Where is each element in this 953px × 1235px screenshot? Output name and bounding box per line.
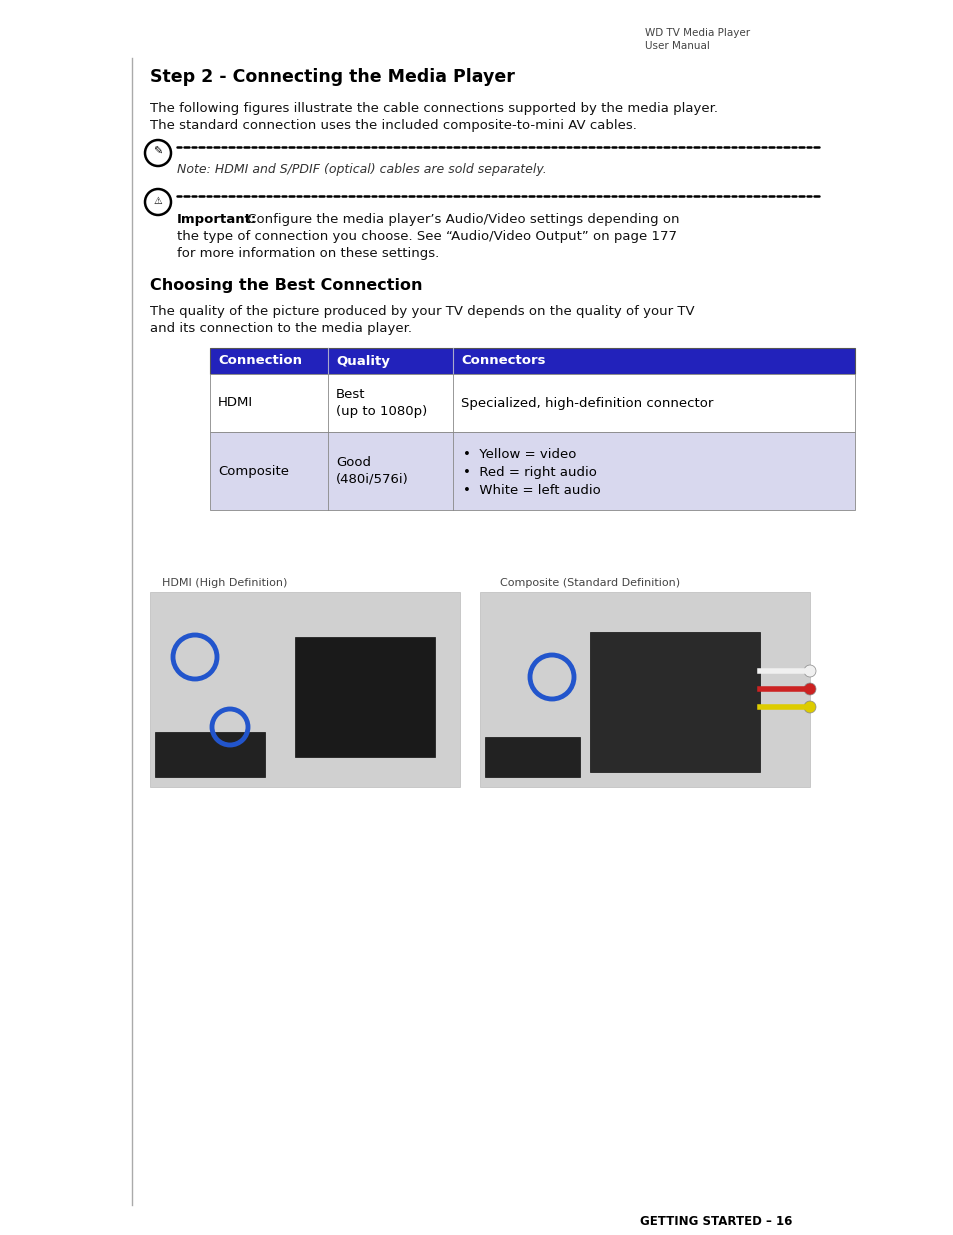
Text: The standard connection uses the included composite-to-mini AV cables.: The standard connection uses the include… [150, 119, 637, 132]
Text: User Manual: User Manual [644, 41, 709, 51]
Text: (480i/576i): (480i/576i) [335, 473, 408, 485]
FancyBboxPatch shape [589, 632, 760, 772]
Text: Specialized, high-definition connector: Specialized, high-definition connector [460, 396, 713, 410]
Text: •  White = left audio: • White = left audio [462, 484, 600, 496]
Text: ✎: ✎ [153, 147, 163, 157]
FancyBboxPatch shape [210, 374, 854, 432]
Text: (up to 1080p): (up to 1080p) [335, 405, 427, 417]
FancyBboxPatch shape [210, 432, 854, 510]
Text: GETTING STARTED – 16: GETTING STARTED – 16 [639, 1215, 792, 1228]
Text: The quality of the picture produced by your TV depends on the quality of your TV: The quality of the picture produced by y… [150, 305, 694, 317]
Text: •  Yellow = video: • Yellow = video [462, 448, 576, 461]
Text: Best: Best [335, 389, 365, 401]
Text: WD TV Media Player: WD TV Media Player [644, 28, 749, 38]
Text: HDMI: HDMI [218, 396, 253, 410]
FancyBboxPatch shape [210, 348, 854, 374]
Text: and its connection to the media player.: and its connection to the media player. [150, 322, 412, 335]
Text: •  Red = right audio: • Red = right audio [462, 466, 597, 479]
Circle shape [803, 683, 815, 695]
Circle shape [145, 189, 171, 215]
FancyBboxPatch shape [479, 592, 809, 787]
Text: the type of connection you choose. See “Audio/Video Output” on page 177: the type of connection you choose. See “… [177, 230, 677, 243]
FancyBboxPatch shape [150, 592, 459, 787]
Text: Composite: Composite [218, 464, 289, 478]
Text: Configure the media player’s Audio/Video settings depending on: Configure the media player’s Audio/Video… [243, 212, 679, 226]
Text: Choosing the Best Connection: Choosing the Best Connection [150, 278, 422, 293]
Circle shape [803, 664, 815, 677]
Text: Note: HDMI and S/PDIF (optical) cables are sold separately.: Note: HDMI and S/PDIF (optical) cables a… [177, 163, 546, 177]
Text: Connection: Connection [218, 354, 302, 368]
Text: The following figures illustrate the cable connections supported by the media pl: The following figures illustrate the cab… [150, 103, 718, 115]
Text: HDMI (High Definition): HDMI (High Definition) [162, 578, 287, 588]
FancyBboxPatch shape [154, 732, 265, 777]
Text: Composite (Standard Definition): Composite (Standard Definition) [499, 578, 679, 588]
FancyBboxPatch shape [484, 737, 579, 777]
Text: for more information on these settings.: for more information on these settings. [177, 247, 438, 261]
Text: Step 2 - Connecting the Media Player: Step 2 - Connecting the Media Player [150, 68, 515, 86]
Circle shape [803, 701, 815, 713]
Text: Connectors: Connectors [460, 354, 545, 368]
Text: ⚠: ⚠ [153, 196, 162, 206]
Circle shape [145, 140, 171, 165]
Text: Good: Good [335, 457, 371, 469]
Text: Important:: Important: [177, 212, 257, 226]
Text: Quality: Quality [335, 354, 390, 368]
FancyBboxPatch shape [294, 637, 435, 757]
